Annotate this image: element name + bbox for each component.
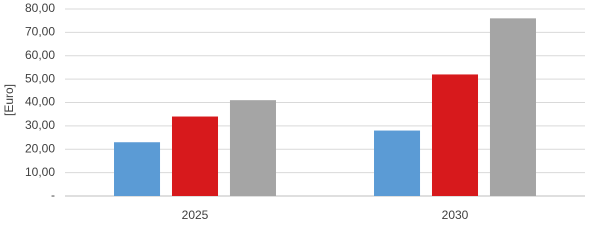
y-tick-label: 70,00 (25, 25, 55, 39)
y-tick-label: - (51, 188, 55, 202)
y-axis-label: [Euro] (2, 84, 16, 116)
x-tick-label: 2030 (442, 208, 469, 222)
y-tick-label: 20,00 (25, 141, 55, 155)
y-tick-label: 40,00 (25, 95, 55, 109)
x-tick-label: 2025 (182, 208, 209, 222)
y-tick-label: 50,00 (25, 71, 55, 85)
bar (431, 74, 479, 196)
chart: [Euro] - 10,00 20,00 30,00 40,00 50,00 60,00 70… (2, 1, 585, 222)
y-tick-label: 60,00 (25, 48, 55, 62)
bar (171, 116, 219, 196)
y-tick-label: 10,00 (25, 165, 55, 179)
bar (489, 18, 536, 196)
bar (229, 100, 276, 196)
bar (114, 142, 161, 196)
y-tick-label: 80,00 (25, 1, 55, 15)
bar (374, 130, 421, 196)
y-tick-label: 30,00 (25, 118, 55, 132)
